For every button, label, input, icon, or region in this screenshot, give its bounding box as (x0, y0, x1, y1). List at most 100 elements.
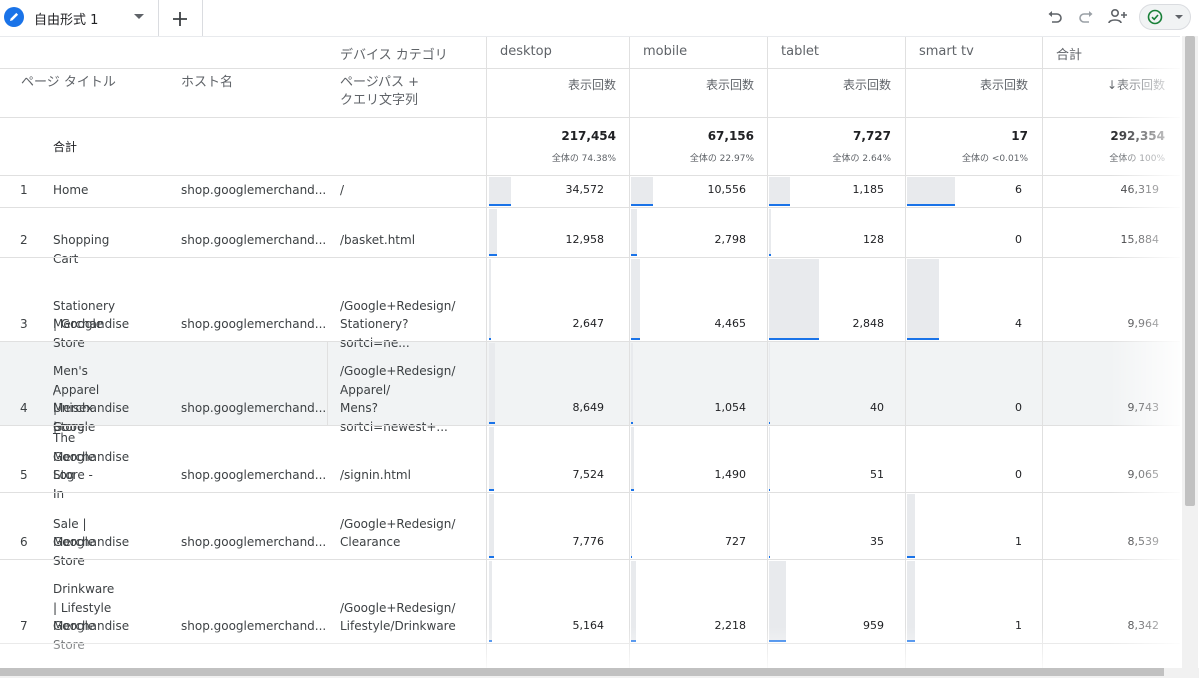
row-hover-bg (0, 341, 1180, 425)
vertical-scroll-thumb[interactable] (1185, 36, 1195, 506)
metric-value: 4,465 (714, 317, 747, 330)
bar-fill (769, 177, 790, 205)
metric-value: 1 (1015, 535, 1022, 548)
total-mobile: 67,156 (707, 129, 754, 143)
bar-fill (769, 343, 770, 423)
metric-value: 6 (1015, 183, 1022, 196)
metric-value: 15,884 (1120, 233, 1160, 246)
bar-underline (769, 489, 770, 491)
bar-fill (489, 427, 494, 490)
col-divider (767, 37, 768, 669)
page-title-line: Sale | Google (53, 516, 96, 550)
col-header-path-line1[interactable]: ページパス + (340, 75, 419, 90)
metric-header-smart-tv[interactable]: 表示回数 (979, 78, 1028, 92)
add-tab-button[interactable] (158, 0, 203, 36)
bar-fill (631, 561, 636, 641)
metric-value: 51 (870, 468, 884, 481)
metric-value: 1,054 (714, 401, 747, 414)
share-user-icon (1108, 8, 1127, 24)
metric-value: 2,848 (852, 317, 885, 330)
metric-value: 2,647 (572, 317, 605, 330)
page-title-line: Log In (53, 468, 75, 501)
page-title-line: Merchandise Store (53, 535, 130, 568)
tab-freeform-1[interactable]: 自由形式 1 (0, 0, 159, 36)
horizontal-scrollbar[interactable] (0, 668, 1199, 678)
col-divider (1042, 37, 1043, 669)
page-title-line: The Google (53, 431, 96, 464)
col-header-tablet[interactable]: tablet (781, 44, 820, 59)
col-header-host[interactable]: ホスト名 (181, 75, 234, 90)
page-title-line: Home (53, 183, 89, 197)
horizontal-scroll-thumb[interactable] (0, 668, 1164, 676)
bar-fill (489, 343, 495, 423)
metric-value: 1 (1015, 619, 1022, 632)
bar-fill (769, 494, 770, 557)
metric-value: 35 (870, 535, 884, 548)
metric-value: 1,490 (714, 468, 747, 481)
metric-header-total-sorted[interactable]: ↓表示回数 (1106, 78, 1165, 92)
row-number: 2 (20, 233, 28, 247)
host-name: shop.googlemerchand... (181, 183, 327, 197)
page-title-line: Apparel | Google (53, 382, 100, 434)
metric-value: 0 (1015, 468, 1022, 481)
bar-fill (489, 494, 494, 557)
page-title-line: Drinkware | Lifestyle (53, 582, 115, 615)
bar-underline (489, 489, 494, 491)
metric-value: 9,964 (1127, 317, 1160, 330)
col-header-mobile[interactable]: mobile (643, 44, 688, 59)
metric-value: 46,319 (1120, 183, 1160, 196)
bar-underline (631, 338, 640, 340)
metric-header-tablet[interactable]: 表示回数 (842, 78, 891, 92)
col-header-total[interactable]: 合計 (1056, 48, 1083, 63)
col-header-desktop[interactable]: desktop (500, 44, 552, 59)
metric-value: 2,798 (714, 233, 747, 246)
vertical-scrollbar[interactable] (1182, 36, 1198, 668)
metric-header-desktop[interactable]: 表示回数 (567, 78, 616, 92)
host-name: shop.googlemerchand... (181, 468, 327, 482)
bar-fill (631, 494, 632, 557)
page-title-line: Merchandise Store - (53, 449, 130, 483)
row-divider (0, 68, 1180, 69)
page-path-line: /Google+Redesign/ (340, 364, 456, 378)
col-header-page-title[interactable]: ページ タイトル (21, 75, 116, 90)
bar-underline (489, 556, 494, 558)
undo-icon (1048, 11, 1062, 23)
page-title-line: Merchandise Store (53, 317, 130, 350)
bar-fill (631, 427, 634, 490)
metric-value: 40 (870, 401, 884, 414)
page-title-line: Men's / Unisex | (53, 364, 94, 434)
bar-underline (769, 422, 770, 424)
page-path-line: Mens?sortci=newest+... (340, 401, 448, 434)
col-header-smart-tv[interactable]: smart tv (919, 44, 974, 59)
share-button[interactable] (1105, 5, 1129, 29)
status-dropdown[interactable] (1139, 4, 1191, 30)
total-pct-all: 全体の 100% (1109, 154, 1165, 164)
metric-value: 9,743 (1127, 401, 1160, 414)
bar-fill (631, 259, 640, 339)
check-circle-icon (1147, 9, 1163, 25)
bar-underline (907, 338, 939, 340)
page-path-line: /basket.html (340, 233, 416, 247)
row-divider (0, 492, 1180, 493)
chevron-down-icon[interactable] (134, 14, 144, 19)
undo-button[interactable] (1043, 5, 1067, 29)
row-divider (0, 257, 1180, 258)
metric-header-mobile[interactable]: 表示回数 (705, 78, 754, 92)
dimension-header: デバイス カテゴリ (340, 48, 448, 63)
metric-value: 128 (863, 233, 884, 246)
bar-underline (489, 204, 511, 206)
row-number: 4 (20, 401, 28, 415)
page-path-line: /Google+Redesign/ (340, 600, 456, 615)
row-number: 3 (20, 317, 28, 331)
redo-button[interactable] (1074, 5, 1098, 29)
col-divider (905, 37, 906, 669)
redo-icon (1079, 11, 1093, 23)
bar-underline (489, 422, 495, 424)
page-path-line: / (340, 183, 345, 197)
top-bar: 自由形式 1 (0, 0, 1199, 36)
total-pct-smart-tv: 全体の <0.01% (962, 154, 1028, 164)
bar-underline (631, 556, 632, 558)
bottom-fade (0, 627, 1180, 669)
bar-underline (631, 204, 653, 206)
page-path-line: /Google+Redesign/ (340, 516, 456, 531)
